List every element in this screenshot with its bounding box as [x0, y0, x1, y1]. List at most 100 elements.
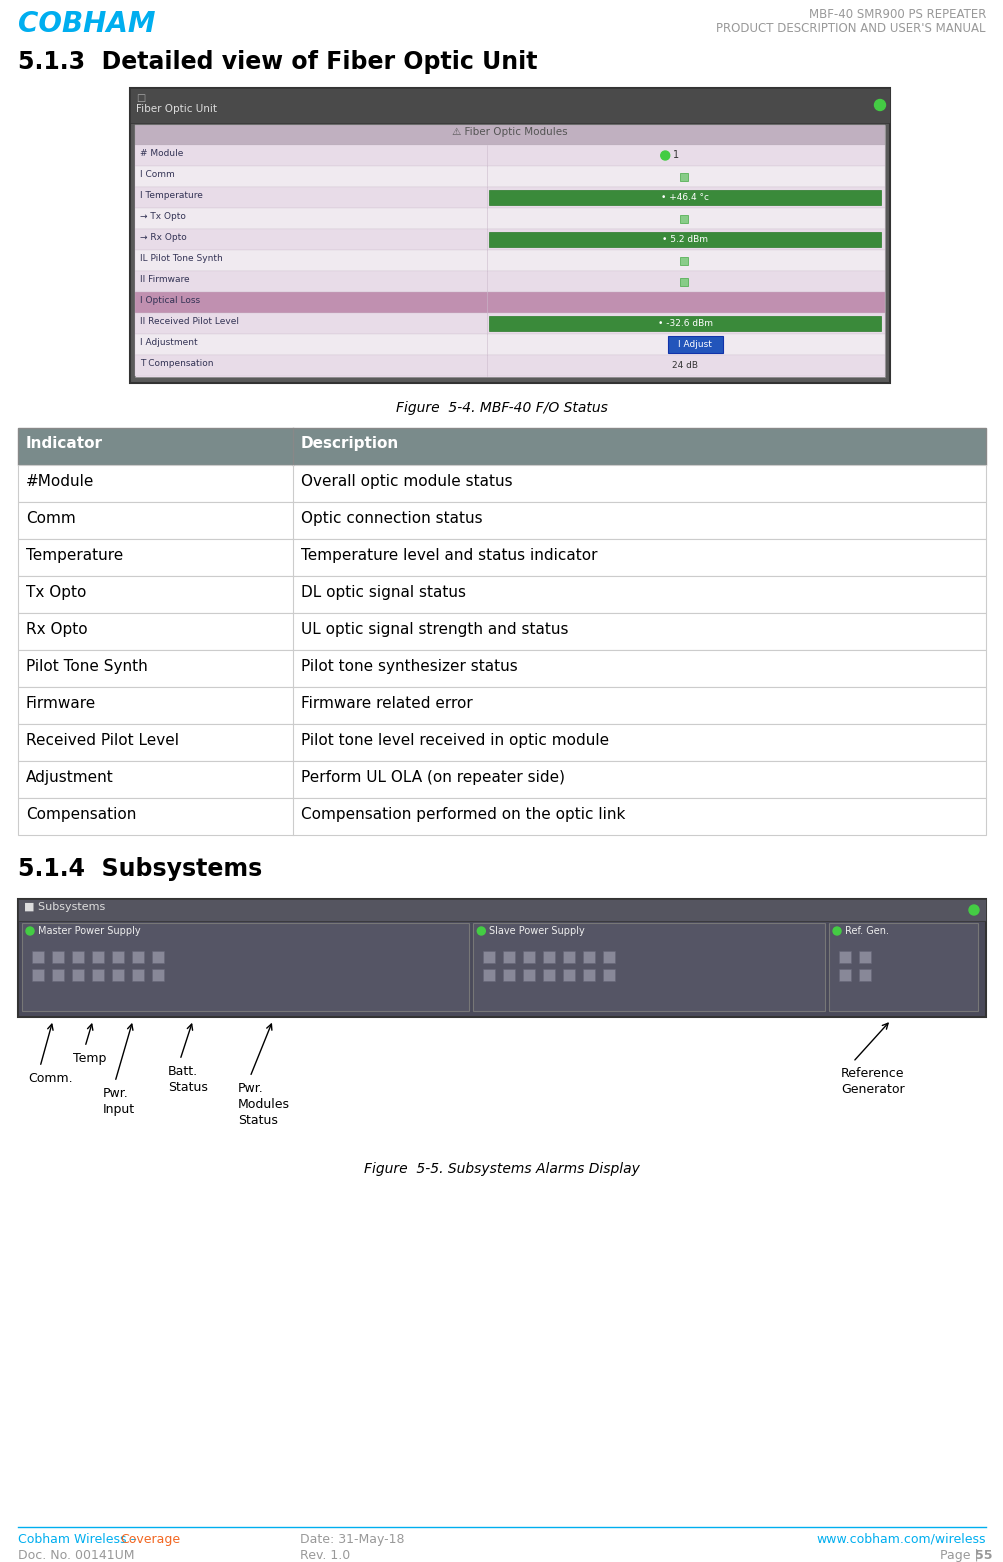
Text: Pwr.
Modules
Status: Pwr. Modules Status	[238, 1082, 290, 1128]
Text: 5.1.3  Detailed view of Fiber Optic Unit: 5.1.3 Detailed view of Fiber Optic Unit	[18, 50, 537, 73]
Bar	[92, 968, 104, 981]
Text: • +46.4 °c: • +46.4 °c	[661, 194, 708, 201]
Text: # Module: # Module	[139, 148, 184, 158]
Bar	[134, 125, 884, 145]
Text: Date: 31-May-18: Date: 31-May-18	[300, 1532, 404, 1546]
Text: I Adjustment: I Adjustment	[139, 337, 198, 347]
Text: Indicator: Indicator	[26, 436, 103, 451]
Text: Compensation: Compensation	[26, 808, 136, 822]
Bar	[131, 968, 143, 981]
Bar	[134, 334, 884, 355]
Bar	[680, 256, 688, 264]
Text: Firmware related error: Firmware related error	[301, 697, 472, 711]
Bar	[112, 951, 124, 964]
Text: Temp: Temp	[73, 1051, 106, 1065]
Text: I Optical Loss: I Optical Loss	[139, 297, 200, 305]
Bar	[839, 951, 851, 964]
Text: UL optic signal strength and status: UL optic signal strength and status	[301, 622, 568, 637]
Text: ■ Subsystems: ■ Subsystems	[24, 901, 105, 912]
Text: Pwr.
Input: Pwr. Input	[103, 1087, 135, 1115]
Bar	[482, 968, 494, 981]
Circle shape	[476, 926, 484, 936]
Bar	[472, 923, 824, 1011]
Bar	[18, 687, 985, 725]
Bar	[22, 923, 468, 1011]
Text: Cobham Wireless –: Cobham Wireless –	[18, 1532, 140, 1546]
Text: Temperature: Temperature	[26, 548, 123, 562]
Bar	[72, 951, 84, 964]
Bar	[603, 968, 615, 981]
Bar	[523, 968, 535, 981]
Text: Ref. Gen.: Ref. Gen.	[845, 926, 888, 936]
Text: www.cobham.com/wireless: www.cobham.com/wireless	[815, 1532, 985, 1546]
Circle shape	[26, 926, 34, 936]
Text: Temperature level and status indicator: Temperature level and status indicator	[301, 548, 597, 562]
Text: Comm.: Comm.	[28, 1072, 72, 1086]
Bar	[667, 336, 722, 353]
Text: #Module: #Module	[26, 473, 94, 489]
Bar	[134, 125, 884, 376]
Bar	[503, 951, 515, 964]
Bar	[134, 230, 884, 250]
Text: 24 dB: 24 dB	[672, 361, 697, 370]
Bar	[52, 951, 64, 964]
Text: ⚠ Fiber Optic Modules: ⚠ Fiber Optic Modules	[451, 127, 568, 137]
Bar	[583, 951, 595, 964]
Text: 55: 55	[974, 1550, 992, 1562]
Text: II Received Pilot Level: II Received Pilot Level	[139, 317, 239, 326]
Bar	[18, 612, 985, 650]
Circle shape	[660, 152, 669, 159]
Bar	[603, 951, 615, 964]
Bar	[489, 316, 880, 331]
Text: Optic connection status: Optic connection status	[301, 511, 482, 526]
Text: Coverage: Coverage	[120, 1532, 180, 1546]
Text: I Adjust: I Adjust	[678, 341, 711, 348]
Circle shape	[968, 904, 978, 915]
Bar	[32, 968, 44, 981]
Text: Reference
Generator: Reference Generator	[841, 1067, 904, 1097]
Text: Figure  5-4. MBF-40 F/O Status: Figure 5-4. MBF-40 F/O Status	[395, 401, 608, 415]
Bar	[680, 278, 688, 286]
Text: • 5.2 dBm: • 5.2 dBm	[662, 234, 707, 244]
Text: → Rx Opto: → Rx Opto	[139, 233, 187, 242]
Bar	[839, 968, 851, 981]
Bar	[151, 968, 163, 981]
Text: COBHAM: COBHAM	[18, 9, 155, 37]
Bar	[859, 951, 871, 964]
Bar	[18, 650, 985, 687]
Text: Comm: Comm	[26, 511, 75, 526]
Bar	[151, 951, 163, 964]
Bar	[92, 951, 104, 964]
Text: Pilot tone synthesizer status: Pilot tone synthesizer status	[301, 659, 518, 673]
Bar	[32, 951, 44, 964]
Bar	[18, 465, 985, 501]
Bar	[543, 951, 555, 964]
Text: → Tx Opto: → Tx Opto	[139, 212, 186, 220]
Text: Slave Power Supply: Slave Power Supply	[488, 926, 585, 936]
Circle shape	[874, 100, 885, 111]
Bar	[18, 428, 985, 465]
Text: Firmware: Firmware	[26, 697, 96, 711]
Bar	[523, 951, 535, 964]
Text: Perform UL OLA (on repeater side): Perform UL OLA (on repeater side)	[301, 770, 565, 786]
Text: • -32.6 dBm: • -32.6 dBm	[657, 319, 712, 328]
Text: Fiber Optic Unit: Fiber Optic Unit	[135, 105, 217, 114]
Bar	[18, 576, 985, 612]
Text: 1: 1	[673, 150, 679, 161]
Bar	[52, 968, 64, 981]
Text: MBF-40 SMR900 PS REPEATER: MBF-40 SMR900 PS REPEATER	[807, 8, 985, 20]
Bar	[583, 968, 595, 981]
Text: Tx Opto: Tx Opto	[26, 586, 86, 600]
Bar	[134, 145, 884, 166]
Text: T Compensation: T Compensation	[139, 359, 214, 369]
Bar	[134, 292, 884, 312]
Bar	[489, 233, 880, 247]
Text: II Firmware: II Firmware	[139, 275, 190, 284]
Bar	[72, 968, 84, 981]
Bar	[543, 968, 555, 981]
Text: Pilot Tone Synth: Pilot Tone Synth	[26, 659, 147, 673]
Bar	[134, 166, 884, 187]
Text: □: □	[135, 94, 145, 103]
Bar	[18, 501, 985, 539]
Text: Compensation performed on the optic link: Compensation performed on the optic link	[301, 808, 625, 822]
